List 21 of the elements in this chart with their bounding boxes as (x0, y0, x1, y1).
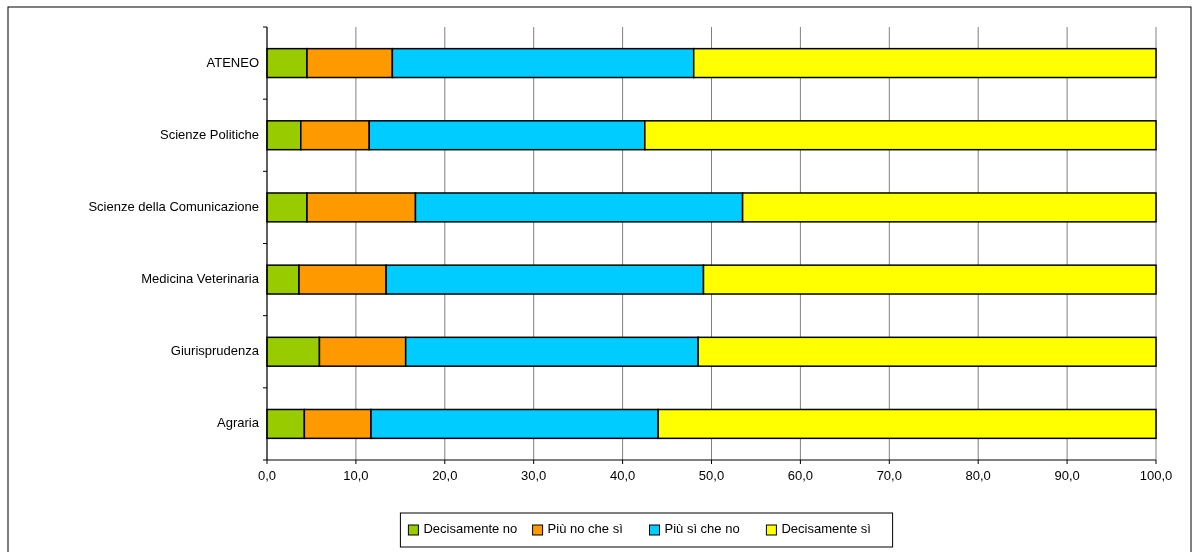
legend-label: Decisamente no (423, 521, 518, 537)
y-tick-label: Medicina Veterinaria (141, 271, 260, 287)
x-tick-label: 40,0 (609, 468, 636, 483)
y-tick-label: Giurisprudenza (170, 343, 260, 359)
legend-label: Più no che sì (547, 521, 623, 537)
y-tick-label: Scienze Politiche (160, 126, 259, 142)
x-tick-label: 90,0 (1054, 468, 1080, 483)
y-tick-label: ATENEO (206, 54, 259, 70)
x-tick-label: 60,0 (787, 468, 814, 483)
x-tick-label: 50,0 (698, 468, 725, 483)
x-tick-label: 70,0 (876, 468, 902, 483)
x-tick-label: 30,0 (521, 468, 547, 483)
x-tick-label: 10,0 (343, 468, 369, 483)
x-tick-label: 20,0 (432, 468, 458, 483)
y-tick-label: Scienze della Comunicazione (88, 198, 259, 214)
x-tick-label: 0,0 (257, 468, 277, 483)
y-tick-label: Agraria (217, 415, 260, 431)
x-tick-label: 100,0 (1139, 468, 1173, 483)
legend-label: Più sì che no (664, 521, 740, 537)
x-tick-label: 80,0 (965, 468, 991, 483)
legend-label: Decisamente sì (781, 521, 871, 537)
